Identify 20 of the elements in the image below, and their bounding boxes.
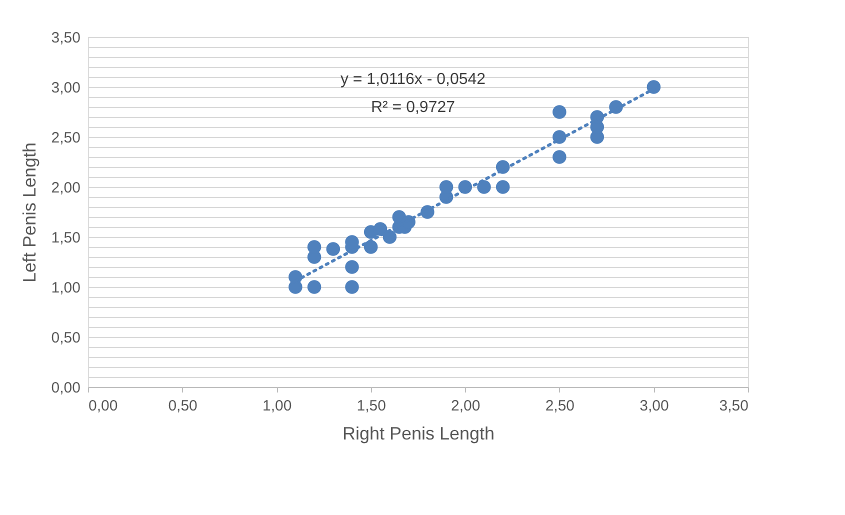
- x-tick-label: 1,50: [356, 398, 386, 414]
- annotation: R² = 0,9727: [370, 99, 456, 116]
- y-tick-label: 3,50: [51, 30, 80, 46]
- annotation: y = 1,0116x - 0,0542: [340, 71, 486, 88]
- x-tick-label: 1,00: [262, 398, 292, 414]
- y-tick-label: 0,00: [51, 380, 80, 396]
- y-tick-label: 1,00: [51, 280, 80, 296]
- x-axis-title: Right Penis Length: [342, 424, 495, 444]
- x-tick-label: 2,50: [545, 398, 575, 414]
- y-tick-label: 1,50: [51, 230, 80, 246]
- y-tick-label: 2,00: [51, 180, 80, 196]
- x-tick-label: 0,00: [88, 398, 118, 414]
- x-tick-label: 3,00: [640, 398, 669, 414]
- x-tick-label: 0,50: [168, 398, 198, 414]
- x-tick-label: 3,50: [719, 398, 748, 414]
- y-tick-label: 2,50: [51, 130, 80, 146]
- y-tick-label: 3,00: [51, 80, 80, 96]
- y-axis-title: Left Penis Length: [19, 142, 40, 283]
- y-tick-label: 0,50: [51, 330, 80, 346]
- x-tick-label: 2,00: [451, 398, 480, 414]
